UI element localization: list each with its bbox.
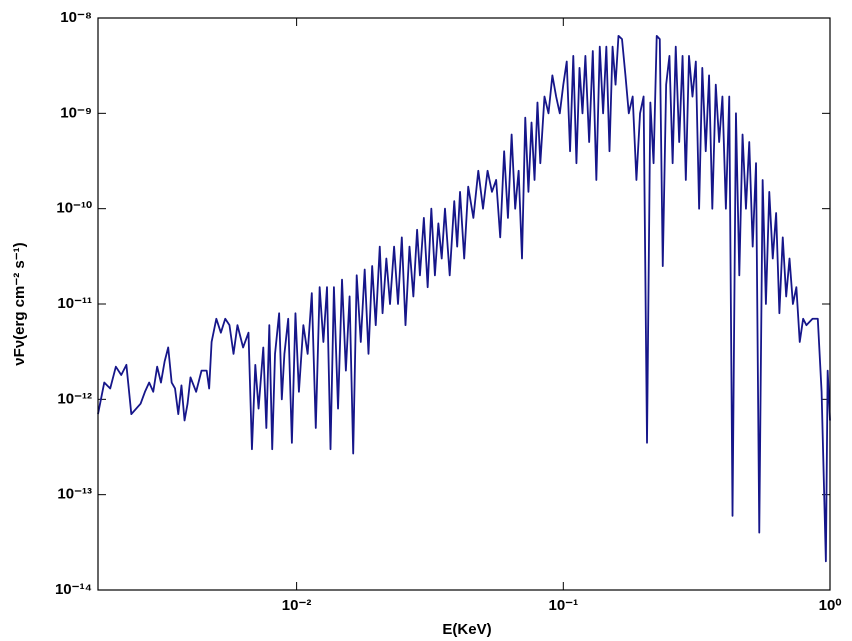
x-axis-label: E(KeV) <box>442 621 491 638</box>
x-tick-label: 10⁻² <box>282 597 312 614</box>
y-tick-label: 10⁻¹¹ <box>57 295 92 312</box>
x-tick-label: 10⁻¹ <box>549 597 579 614</box>
y-tick-label: 10⁻¹⁴ <box>55 581 92 598</box>
y-axis-label: νFν(erg cm⁻² s⁻¹) <box>11 242 28 365</box>
data-line <box>97 34 831 563</box>
plot-frame <box>97 17 831 591</box>
x-tick-label: 10⁰ <box>819 597 842 614</box>
y-tick-label: 10⁻⁹ <box>60 104 92 121</box>
y-tick-label: 10⁻¹³ <box>57 486 92 503</box>
y-tick-label: 10⁻⁸ <box>60 9 92 26</box>
y-tick-label: 10⁻¹⁰ <box>56 200 92 217</box>
y-tick-label: 10⁻¹² <box>57 390 92 407</box>
